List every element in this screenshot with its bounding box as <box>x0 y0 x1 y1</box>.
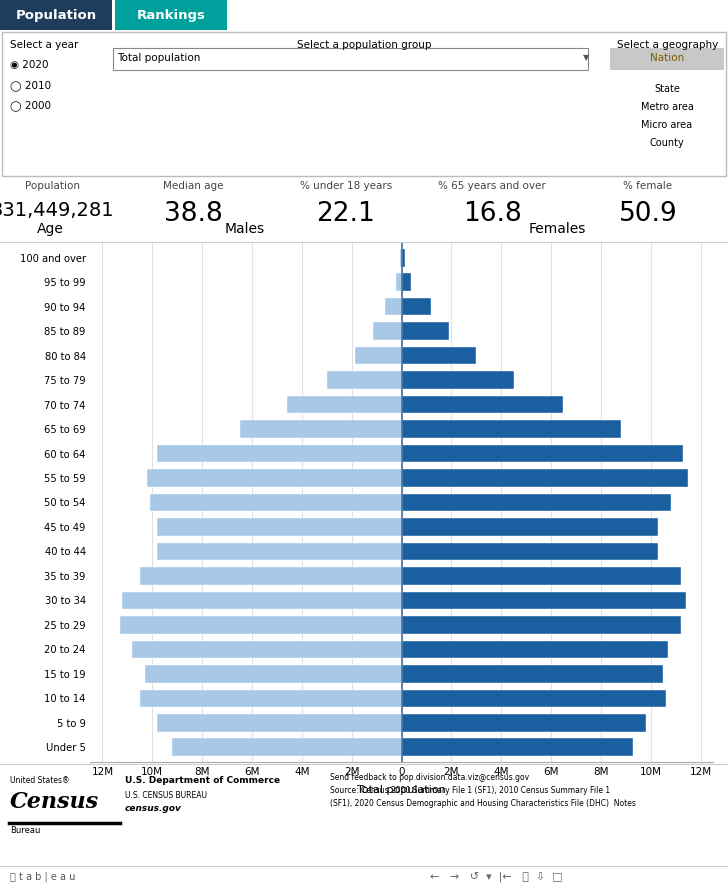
Text: % female: % female <box>623 181 673 191</box>
Bar <box>115 0 227 30</box>
Bar <box>402 274 411 291</box>
Bar <box>373 323 402 340</box>
Bar <box>402 470 688 486</box>
Bar <box>157 519 402 535</box>
Bar <box>610 48 724 70</box>
Bar <box>150 494 402 511</box>
Bar <box>402 690 665 707</box>
Text: census.gov: census.gov <box>125 804 182 813</box>
Text: Age: Age <box>36 222 63 236</box>
Bar <box>402 665 663 683</box>
Bar <box>402 519 658 535</box>
Text: % 65 years and over: % 65 years and over <box>438 181 546 191</box>
Text: ◯ 2000: ◯ 2000 <box>10 100 51 110</box>
Bar <box>402 494 670 511</box>
Bar <box>0 0 112 30</box>
Bar <box>402 396 563 413</box>
Bar <box>402 739 633 756</box>
Text: Census: Census <box>10 791 99 813</box>
Bar <box>402 445 683 462</box>
Bar <box>402 372 514 388</box>
Bar <box>385 298 402 315</box>
Bar <box>402 592 686 609</box>
Bar <box>402 641 668 658</box>
Text: Population: Population <box>15 9 97 21</box>
Text: County: County <box>649 138 684 148</box>
Text: Females: Females <box>529 222 586 236</box>
Text: Median age: Median age <box>163 181 223 191</box>
Bar <box>402 249 405 266</box>
Bar <box>402 616 681 634</box>
Bar <box>402 568 681 584</box>
Bar <box>140 690 402 707</box>
Bar <box>355 347 402 364</box>
Bar <box>402 347 476 364</box>
Text: Nation: Nation <box>650 53 684 63</box>
Text: U.S. CENSUS BUREAU: U.S. CENSUS BUREAU <box>125 791 207 800</box>
Text: ▼: ▼ <box>583 53 590 62</box>
Bar <box>147 470 402 486</box>
Bar <box>402 714 646 732</box>
Text: 38.8: 38.8 <box>164 201 222 227</box>
Bar <box>396 274 402 291</box>
Text: Total population: Total population <box>117 53 200 63</box>
Text: 16.8: 16.8 <box>462 201 521 227</box>
Text: Micro area: Micro area <box>641 120 692 130</box>
Bar <box>173 739 402 756</box>
Bar <box>120 616 402 634</box>
Text: U.S. Department of Commerce: U.S. Department of Commerce <box>125 776 280 785</box>
Bar <box>402 421 621 437</box>
Bar <box>157 543 402 560</box>
Bar <box>157 714 402 732</box>
Text: 22.1: 22.1 <box>317 201 376 227</box>
Bar <box>132 641 402 658</box>
Bar <box>400 249 402 266</box>
Text: Males: Males <box>225 222 265 236</box>
Text: ◯ 2010: ◯ 2010 <box>10 80 51 91</box>
Bar <box>402 543 658 560</box>
X-axis label: Total population: Total population <box>357 785 446 795</box>
Bar <box>287 396 402 413</box>
Bar <box>122 592 402 609</box>
Text: Select a population group: Select a population group <box>297 40 431 50</box>
Text: Metro area: Metro area <box>641 102 694 112</box>
Text: State: State <box>654 84 680 94</box>
Bar <box>402 298 432 315</box>
Bar <box>113 48 588 70</box>
Text: ⭙ t a b | e a u: ⭙ t a b | e a u <box>10 871 76 881</box>
Text: Send feedback to pop.division.data.viz@census.gov
Source: Census 2000 Summary Fi: Send feedback to pop.division.data.viz@c… <box>330 773 636 808</box>
Text: Population: Population <box>25 181 79 191</box>
Bar <box>140 568 402 584</box>
Bar <box>402 323 449 340</box>
Text: United States®: United States® <box>10 776 69 785</box>
Text: Select a geography: Select a geography <box>617 40 718 50</box>
Text: 331,449,281: 331,449,281 <box>0 201 114 220</box>
Bar <box>327 372 402 388</box>
Bar <box>145 665 402 683</box>
Bar <box>240 421 402 437</box>
Text: Bureau: Bureau <box>10 826 40 835</box>
Text: Rankings: Rankings <box>137 9 205 21</box>
Text: Select a year: Select a year <box>10 40 79 50</box>
Text: ◉ 2020: ◉ 2020 <box>10 60 49 70</box>
Text: 50.9: 50.9 <box>619 201 677 227</box>
Text: % under 18 years: % under 18 years <box>300 181 392 191</box>
Text: ←   →   ↺  ▾  |←     ⇩  □: ← → ↺ ▾ |←  ⇩ □ <box>430 871 563 881</box>
Bar <box>157 445 402 462</box>
